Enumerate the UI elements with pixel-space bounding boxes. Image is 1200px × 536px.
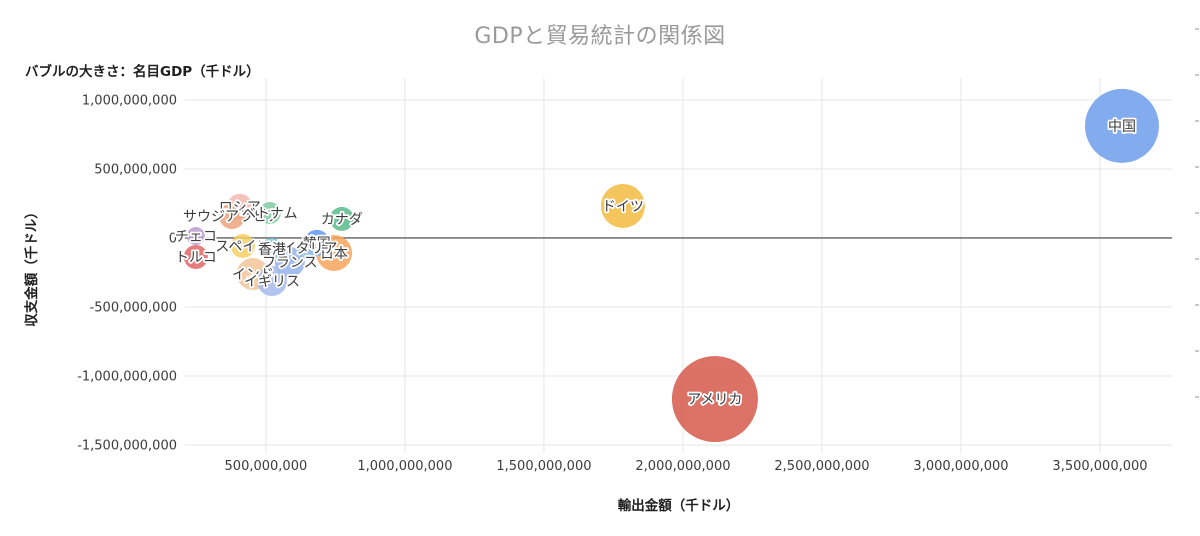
y-tick-label: -1,500,000,000	[77, 438, 177, 453]
bubble-チェコ[interactable]	[186, 227, 205, 246]
bubble-カナダ[interactable]	[329, 206, 354, 231]
bubble-label: 韓国	[303, 236, 331, 252]
y-tick-label: -1,000,000,000	[77, 369, 177, 384]
bubble-label: イギリス	[244, 274, 300, 290]
bubble-label: ベトナム	[242, 206, 298, 222]
bubble-ベトナム[interactable]	[258, 201, 281, 224]
x-tick-label: 3,000,000,000	[913, 459, 1008, 474]
bubble-size-legend: バブルの大きさ：名目GDP（千ドル）	[25, 64, 260, 80]
bubble-label: 香港	[258, 242, 286, 258]
bubble-label: カナダ	[321, 212, 363, 228]
bubble-サウジアラビア[interactable]	[218, 203, 245, 230]
y-tick-label: 500,000,000	[94, 162, 177, 177]
bubble-label: 中国	[1108, 119, 1136, 135]
bubble-label: チェコ	[175, 229, 217, 245]
bubble-label: ロシア	[219, 200, 261, 216]
x-tick-label: 2,000,000,000	[635, 459, 730, 474]
y-tick-label: -500,000,000	[90, 300, 177, 315]
bubble-フランス[interactable]	[274, 246, 305, 277]
bubble-スペイン[interactable]	[230, 233, 255, 258]
bubble-label: イタリア	[282, 241, 337, 257]
right-edge-marks	[1195, 28, 1199, 406]
bubble-label: スペイン	[215, 239, 270, 255]
bubble-label: フランス	[262, 255, 318, 271]
y-tick-label: 0	[169, 231, 177, 246]
bubble-香港[interactable]	[261, 238, 284, 261]
bubble-ドイツ[interactable]	[600, 183, 645, 228]
x-tick-label: 1,500,000,000	[496, 459, 591, 474]
x-tick-label: 2,500,000,000	[774, 459, 869, 474]
bubble-label: ドイツ	[602, 199, 644, 215]
x-tick-label: 1,000,000,000	[357, 459, 452, 474]
y-axis-title: 収支金額（千ドル）	[24, 205, 40, 327]
x-axis-title: 輸出金額（千ドル）	[617, 498, 740, 514]
bubble-イギリス[interactable]	[257, 266, 288, 297]
bubble-中国[interactable]	[1084, 88, 1159, 163]
bubble-label: アメリカ	[687, 392, 742, 408]
x-tick-label: 3,500,000,000	[1052, 459, 1147, 474]
chart-title: GDPと貿易統計の関係図	[474, 24, 726, 49]
y-tick-label: 1,000,000,000	[82, 93, 177, 108]
bubble-イタリア[interactable]	[297, 235, 322, 260]
x-tick-label: 500,000,000	[225, 459, 308, 474]
bubble-label: トルコ	[175, 250, 217, 266]
bubble-label: サウジアラビア	[183, 209, 281, 225]
bubble-label: 日本	[320, 246, 348, 262]
bubble-アメリカ[interactable]	[671, 356, 758, 443]
bubble-label: インド	[232, 267, 274, 283]
bubble-トルコ[interactable]	[183, 245, 208, 270]
